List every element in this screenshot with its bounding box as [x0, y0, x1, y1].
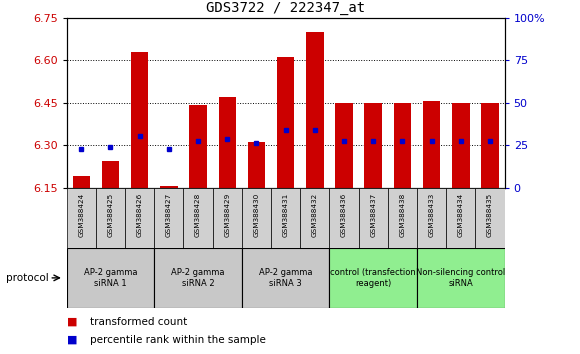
Bar	[189, 105, 207, 188]
Bar	[417, 248, 505, 308]
Bar	[335, 103, 353, 188]
Text: GSM388433: GSM388433	[429, 193, 434, 237]
Text: Non-silencing control
siRNA: Non-silencing control siRNA	[416, 268, 505, 287]
Bar	[242, 188, 271, 248]
Bar	[131, 52, 148, 188]
Text: GSM388426: GSM388426	[137, 193, 143, 237]
Bar	[72, 176, 90, 188]
Bar	[242, 248, 329, 308]
Text: GSM388424: GSM388424	[78, 193, 84, 237]
Bar	[271, 188, 300, 248]
Bar	[96, 188, 125, 248]
Text: GSM388436: GSM388436	[341, 193, 347, 237]
Text: GSM388438: GSM388438	[400, 193, 405, 237]
Title: GDS3722 / 222347_at: GDS3722 / 222347_at	[206, 1, 365, 15]
Bar	[417, 188, 446, 248]
Text: AP-2 gamma
siRNA 1: AP-2 gamma siRNA 1	[84, 268, 137, 287]
Bar	[394, 103, 411, 188]
Text: GSM388430: GSM388430	[253, 193, 259, 237]
Text: GSM388434: GSM388434	[458, 193, 464, 237]
Text: AP-2 gamma
siRNA 2: AP-2 gamma siRNA 2	[171, 268, 225, 287]
Bar	[154, 188, 183, 248]
Bar	[277, 57, 295, 188]
Bar	[446, 188, 476, 248]
Text: ■: ■	[67, 335, 77, 345]
Bar	[306, 32, 324, 188]
Bar	[160, 186, 177, 188]
Text: GSM388428: GSM388428	[195, 193, 201, 237]
Text: GSM388437: GSM388437	[370, 193, 376, 237]
Bar	[125, 188, 154, 248]
Text: control (transfection
reagent): control (transfection reagent)	[331, 268, 416, 287]
Text: ■: ■	[67, 317, 77, 327]
Bar	[329, 248, 417, 308]
Bar	[329, 188, 358, 248]
Text: AP-2 gamma
siRNA 3: AP-2 gamma siRNA 3	[259, 268, 313, 287]
Text: percentile rank within the sample: percentile rank within the sample	[90, 335, 266, 345]
Bar	[248, 142, 265, 188]
Bar	[300, 188, 329, 248]
Text: GSM388431: GSM388431	[282, 193, 289, 237]
Bar	[364, 103, 382, 188]
Text: GSM388425: GSM388425	[107, 193, 114, 237]
Text: GSM388435: GSM388435	[487, 193, 493, 237]
Bar	[183, 188, 213, 248]
Bar	[476, 188, 505, 248]
Bar	[423, 101, 440, 188]
Text: protocol: protocol	[6, 273, 49, 283]
Bar	[154, 248, 242, 308]
Bar	[452, 103, 470, 188]
Text: transformed count: transformed count	[90, 317, 187, 327]
Bar	[213, 188, 242, 248]
Text: GSM388429: GSM388429	[224, 193, 230, 237]
Bar	[358, 188, 388, 248]
Bar	[67, 188, 96, 248]
Text: GSM388427: GSM388427	[166, 193, 172, 237]
Text: GSM388432: GSM388432	[312, 193, 318, 237]
Bar	[102, 161, 119, 188]
Bar	[219, 97, 236, 188]
Bar	[481, 103, 499, 188]
Bar	[388, 188, 417, 248]
Bar	[67, 248, 154, 308]
